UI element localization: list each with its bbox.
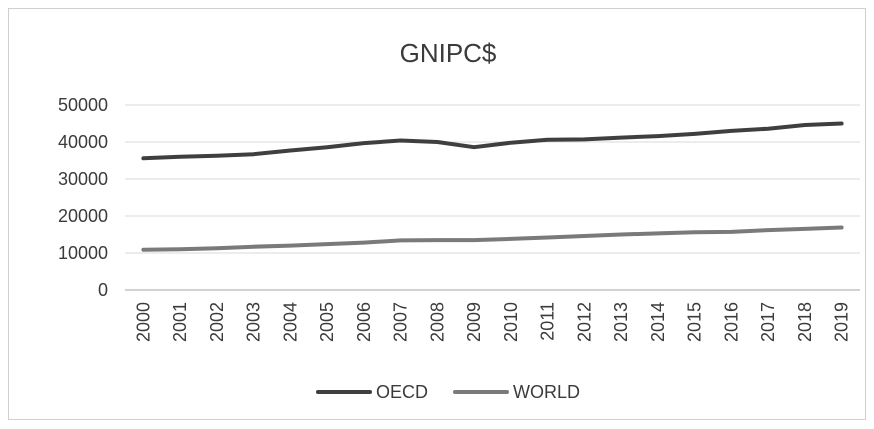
chart-frame xyxy=(8,8,866,420)
x-axis-tick-labels: 2000 2001 2002 2003 2004 2005 2006 2007 2008 2009… xyxy=(133,302,851,342)
chart-title: GNIPC$ xyxy=(400,38,497,68)
x-tick-label: 2007 xyxy=(391,302,411,342)
legend: OECD WORLD xyxy=(316,382,580,402)
gridlines xyxy=(125,104,860,291)
x-tick-label: 2015 xyxy=(685,302,705,342)
x-tick-label: 2001 xyxy=(170,302,190,342)
x-tick-label: 2005 xyxy=(317,302,337,342)
x-tick-label: 2004 xyxy=(280,302,300,342)
data-series xyxy=(141,121,844,252)
y-tick-label: 20000 xyxy=(58,206,108,226)
series-line-oecd xyxy=(141,121,844,161)
legend-label-world: WORLD xyxy=(513,382,580,402)
x-tick-label: 2003 xyxy=(244,302,264,342)
x-tick-label: 2014 xyxy=(648,302,668,342)
x-tick-label: 2008 xyxy=(427,302,447,342)
x-tick-label: 2017 xyxy=(758,302,778,342)
y-tick-label: 50000 xyxy=(58,95,108,115)
legend-label-oecd: OECD xyxy=(376,382,428,402)
x-tick-label: 2010 xyxy=(501,302,521,342)
x-tick-label: 2016 xyxy=(721,302,741,342)
y-tick-label: 30000 xyxy=(58,169,108,189)
x-tick-label: 2013 xyxy=(611,302,631,342)
x-tick-label: 2006 xyxy=(354,302,374,342)
x-tick-label: 2019 xyxy=(832,302,852,342)
x-tick-label: 2018 xyxy=(795,302,815,342)
y-axis-tick-labels: 0 10000 20000 30000 40000 50000 xyxy=(58,95,108,300)
y-tick-label: 10000 xyxy=(58,243,108,263)
y-tick-label: 40000 xyxy=(58,132,108,152)
y-tick-label: 0 xyxy=(98,280,108,300)
x-tick-label: 2002 xyxy=(207,302,227,342)
x-tick-label: 2011 xyxy=(538,302,558,341)
x-tick-label: 2000 xyxy=(133,302,153,342)
x-tick-label: 2012 xyxy=(574,302,594,342)
series-line-world xyxy=(141,225,844,252)
x-tick-label: 2009 xyxy=(464,302,484,342)
